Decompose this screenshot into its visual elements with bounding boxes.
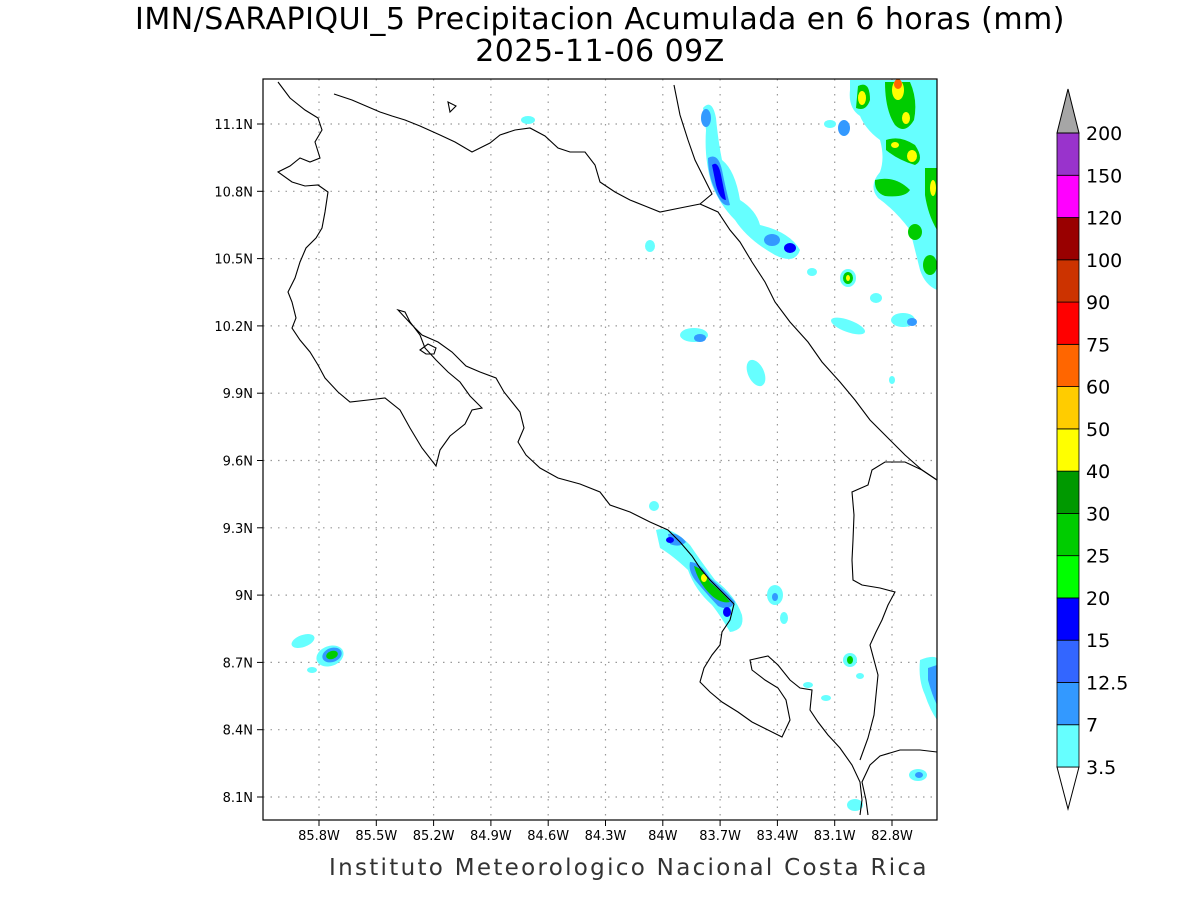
y-tick-label: 9.6N [223,455,253,470]
colorbar-label: 30 [1086,503,1110,525]
chart-subtitle: 2025-11-06 09Z [475,34,725,69]
colorbar-swatch [1056,301,1080,345]
y-tick-label: 9.3N [223,522,253,537]
y-tick-label: 10.5N [214,253,253,268]
colorbar-swatch [1056,555,1080,599]
y-tick-label: 8.4N [223,724,253,739]
y-tick-label: 9.9N [223,387,253,402]
colorbar-label: 15 [1086,630,1110,652]
colorbar-label: 20 [1086,588,1110,610]
colorbar-swatch [1056,343,1080,388]
colorbar-swatch [1056,428,1080,472]
precipitation-shading [291,79,937,811]
x-tick-label: 83.4W [756,829,798,844]
y-tick-label: 8.1N [223,791,253,806]
latitude-axis: 11.1N 10.8N 10.5N 10.2N 9.9N 9.6N 9.3N 9N 8.7N 8.… [214,118,263,806]
colorbar-arrow-low [1056,766,1080,811]
x-tick-label: 84.9W [470,829,512,844]
x-tick-label: 85.8W [298,829,340,844]
x-tick-label: 83.7W [699,829,741,844]
x-tick-label: 82.8W [871,829,913,844]
y-tick-label: 9N [235,589,253,604]
colorbar-swatch [1056,132,1080,176]
colorbar-swatch [1056,513,1080,557]
colorbar-label: 40 [1086,461,1110,483]
colorbar-swatch [1056,724,1080,768]
longitude-axis: 85.8W 85.5W 85.2W 84.9W 84.6W 84.3W 84W 83.7W 83… [298,820,913,844]
colorbar-label: 60 [1086,377,1110,399]
colorbar-label: 90 [1086,292,1110,314]
colorbar-label: 150 [1086,165,1122,187]
footer-credit: Instituto Meteorologico Nacional Costa R… [329,855,929,881]
x-tick-label: 84.6W [527,829,569,844]
colorbar-legend: 3.5 7 12.5 15 20 25 30 40 50 60 75 90 100 120 150 200 [1056,88,1128,811]
colorbar-label: 12.5 [1086,672,1128,694]
colorbar-swatch [1056,217,1080,261]
colorbar-arrow-high [1056,88,1080,134]
chart-title: IMN/SARAPIQUI_5 Precipitacion Acumulada … [135,2,1065,37]
map-background [263,79,937,820]
colorbar-swatch [1056,174,1080,218]
y-tick-label: 8.7N [223,656,253,671]
colorbar-swatch [1056,259,1080,303]
y-tick-label: 10.2N [214,320,253,335]
colorbar-label: 200 [1086,123,1122,145]
x-tick-label: 83.1W [814,829,856,844]
colorbar-swatch [1056,682,1080,726]
colorbar-label: 25 [1086,546,1110,568]
coastlines [276,81,937,816]
colorbar-label: 75 [1086,334,1110,356]
x-tick-label: 84.3W [585,829,627,844]
colorbar-label: 120 [1086,208,1122,230]
colorbar-swatch [1056,597,1080,641]
colorbar-label: 50 [1086,419,1110,441]
colorbar-swatch [1056,639,1080,683]
x-tick-label: 85.5W [355,829,397,844]
x-tick-label: 85.2W [413,829,455,844]
colorbar-label: 3.5 [1086,757,1116,779]
map-frame [262,78,938,821]
colorbar-swatch [1056,386,1080,430]
colorbar-label: 100 [1086,250,1122,272]
y-tick-label: 10.8N [214,185,253,200]
y-tick-label: 11.1N [214,118,253,133]
colorbar-label: 7 [1086,715,1098,737]
colorbar-swatch [1056,470,1080,514]
x-tick-label: 84W [648,829,678,844]
